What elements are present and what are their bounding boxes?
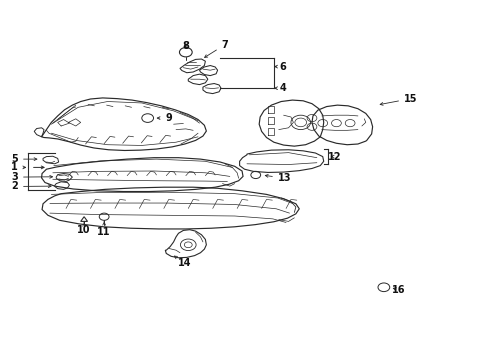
Text: 2: 2 — [11, 181, 51, 192]
Text: 15: 15 — [379, 94, 417, 105]
Text: 1: 1 — [11, 162, 25, 172]
Text: 9: 9 — [157, 113, 172, 123]
Text: 8: 8 — [182, 41, 189, 51]
Text: 3: 3 — [11, 172, 52, 182]
Text: 4: 4 — [274, 83, 285, 93]
Text: 14: 14 — [174, 256, 191, 268]
Text: 16: 16 — [391, 285, 405, 295]
Text: 7: 7 — [204, 40, 228, 58]
Text: 5: 5 — [11, 154, 37, 164]
Text: 6: 6 — [274, 62, 285, 72]
Text: 12: 12 — [327, 152, 341, 162]
Text: 11: 11 — [97, 222, 111, 237]
Text: 10: 10 — [77, 222, 91, 235]
Text: 13: 13 — [265, 173, 291, 183]
